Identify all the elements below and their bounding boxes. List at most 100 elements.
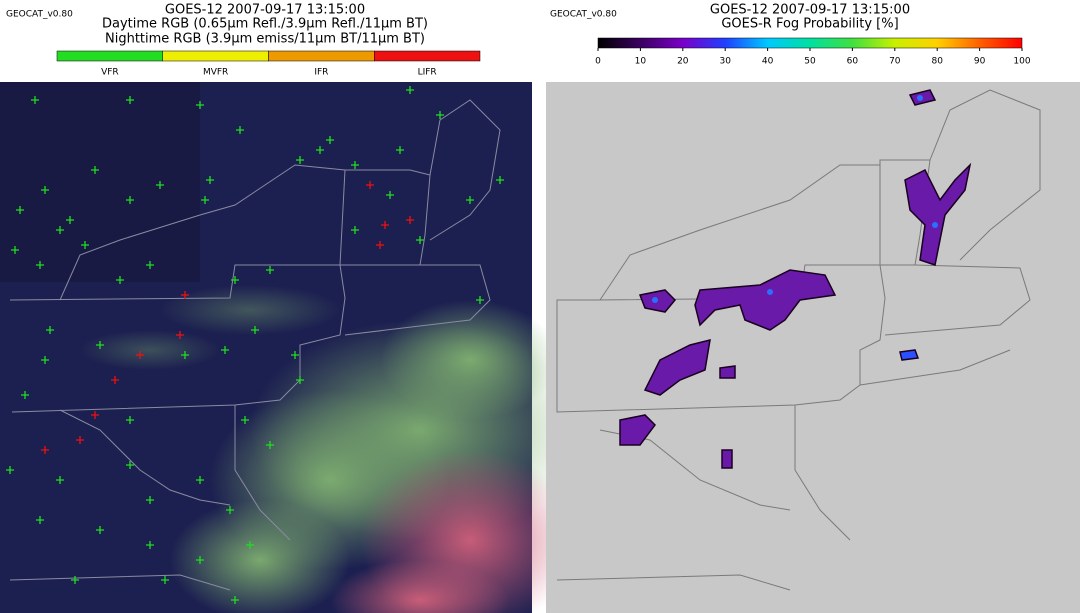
station-marker: [146, 496, 154, 504]
station-marker: [116, 276, 124, 284]
colorbar: [597, 37, 1023, 49]
station-marker: [266, 266, 274, 274]
station-marker: [196, 476, 204, 484]
panel-subtitle: Nighttime RGB (3.9μm emiss/11μm BT/11μm …: [105, 32, 425, 47]
station-marker: [181, 351, 189, 359]
station-marker: [91, 166, 99, 174]
station-marker: [81, 241, 89, 249]
station-marker: [41, 186, 49, 194]
station-marker: [416, 236, 424, 244]
station-marker: [66, 216, 74, 224]
station-marker: [406, 86, 414, 94]
panel-subtitle: Daytime RGB (0.65μm Refl./3.9μm Refl./11…: [102, 17, 428, 32]
station-marker: [366, 181, 374, 189]
station-marker: [251, 326, 259, 334]
legend-swatch: [268, 50, 375, 62]
station-marker: [126, 461, 134, 469]
station-marker: [41, 356, 49, 364]
station-marker: [296, 376, 304, 384]
station-markers: [6, 86, 504, 604]
station-marker: [36, 261, 44, 269]
legend-label: MVFR: [203, 68, 228, 78]
station-marker: [96, 341, 104, 349]
version-label: GEOCAT_v0.80: [550, 10, 617, 20]
station-marker: [11, 246, 19, 254]
station-marker: [126, 96, 134, 104]
station-marker: [16, 206, 24, 214]
station-marker: [156, 181, 164, 189]
category-legend: VFR MVFR IFR LIFR: [56, 50, 481, 78]
station-marker: [496, 176, 504, 184]
station-marker: [246, 541, 254, 549]
station-marker: [36, 516, 44, 524]
station-marker: [476, 296, 484, 304]
station-marker: [176, 331, 184, 339]
tick-label: 100: [1013, 57, 1030, 67]
version-label: GEOCAT_v0.80: [6, 10, 73, 20]
tick-label: 0: [595, 57, 601, 67]
station-marker: [221, 346, 229, 354]
station-marker: [231, 596, 239, 604]
station-marker: [241, 416, 249, 424]
station-marker: [136, 351, 144, 359]
station-marker: [71, 576, 79, 584]
tick-label: 20: [677, 57, 689, 67]
legend-swatch: [56, 50, 163, 62]
legend-swatch: [162, 50, 269, 62]
legend-label: LIFR: [418, 68, 437, 78]
station-marker: [326, 136, 334, 144]
fog-probability-map: [546, 82, 1080, 613]
station-marker: [146, 261, 154, 269]
station-marker: [266, 441, 274, 449]
station-marker: [381, 221, 389, 229]
station-marker: [201, 196, 209, 204]
station-marker: [126, 196, 134, 204]
tick-label: 90: [974, 57, 986, 67]
legend-label: IFR: [314, 68, 328, 78]
tick-label: 30: [719, 57, 731, 67]
station-marker: [351, 226, 359, 234]
station-marker: [196, 556, 204, 564]
station-marker: [46, 326, 54, 334]
station-marker: [206, 176, 214, 184]
station-marker: [396, 146, 404, 154]
tick-label: 10: [635, 57, 647, 67]
tick-label: 80: [931, 57, 943, 67]
colorbar-ticks: 0 10 20 30 40 50 60 70 80 90 100: [595, 48, 1031, 67]
panel-title: GOES-12 2007-09-17 13:15:00: [165, 3, 365, 18]
station-marker: [351, 161, 359, 169]
station-marker: [21, 391, 29, 399]
station-marker: [236, 126, 244, 134]
station-marker: [436, 111, 444, 119]
tick-label: 40: [762, 57, 774, 67]
station-marker: [76, 436, 84, 444]
legend-swatch: [374, 50, 481, 62]
tick-label: 70: [889, 57, 901, 67]
station-marker: [386, 191, 394, 199]
panel-title: GOES-12 2007-09-17 13:15:00: [710, 3, 910, 18]
station-marker: [406, 216, 414, 224]
station-marker: [466, 196, 474, 204]
station-marker: [6, 466, 14, 474]
station-marker: [196, 101, 204, 109]
station-marker: [126, 416, 134, 424]
station-marker: [291, 351, 299, 359]
station-marker: [41, 446, 49, 454]
panel-subtitle: GOES-R Fog Probability [%]: [721, 17, 898, 32]
station-marker: [91, 411, 99, 419]
station-marker: [296, 156, 304, 164]
tick-label: 60: [847, 57, 859, 67]
station-marker: [181, 291, 189, 299]
station-marker: [56, 226, 64, 234]
station-marker: [376, 241, 384, 249]
station-marker: [231, 276, 239, 284]
rgb-map: [0, 82, 590, 613]
station-marker: [96, 526, 104, 534]
station-marker: [161, 576, 169, 584]
station-marker: [316, 146, 324, 154]
station-marker: [111, 376, 119, 384]
station-marker: [31, 96, 39, 104]
station-marker: [56, 476, 64, 484]
